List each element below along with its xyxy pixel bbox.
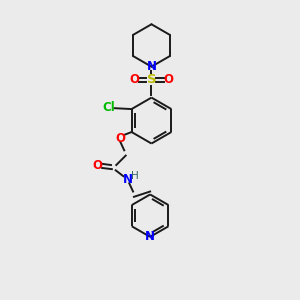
Text: S: S	[147, 74, 156, 86]
Text: N: N	[122, 172, 133, 186]
Text: N: N	[145, 230, 155, 243]
Text: O: O	[129, 74, 140, 86]
Text: O: O	[116, 132, 125, 145]
Text: N: N	[146, 60, 157, 73]
Text: O: O	[92, 159, 102, 172]
Text: Cl: Cl	[102, 101, 115, 114]
Text: O: O	[164, 74, 174, 86]
Text: H: H	[131, 171, 139, 181]
